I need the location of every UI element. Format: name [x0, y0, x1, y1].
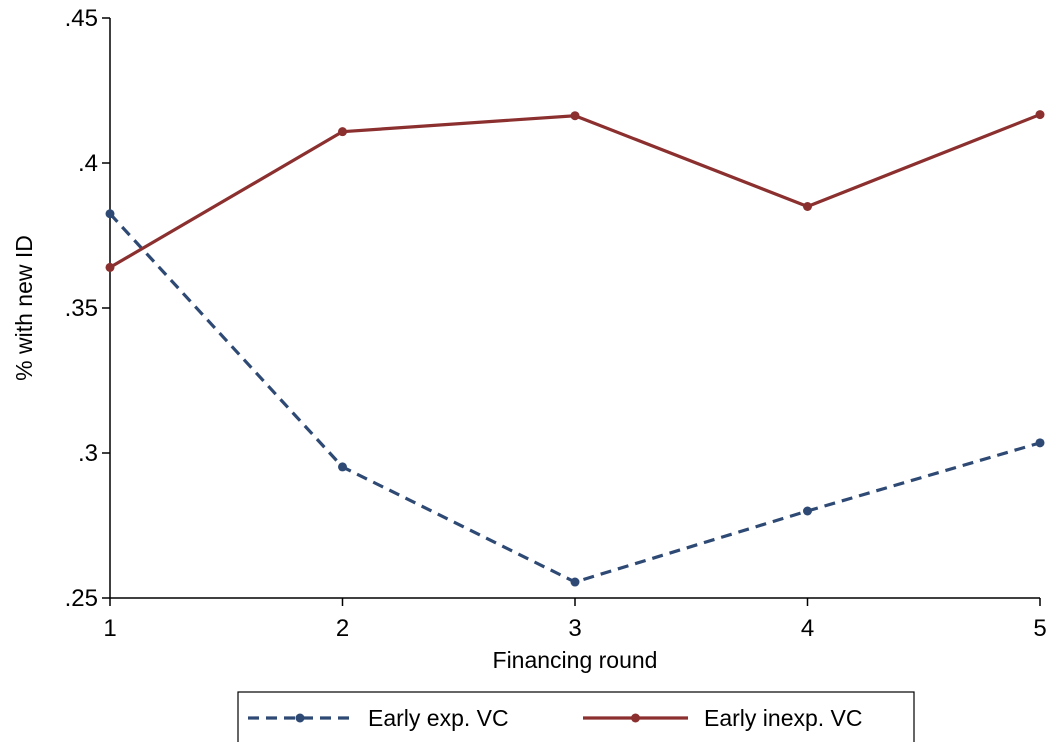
series-1	[105, 209, 1045, 587]
data-point	[105, 209, 115, 219]
data-point	[570, 111, 580, 121]
data-point	[338, 462, 347, 472]
x-axis-title: Financing round	[493, 647, 658, 673]
legend-label: Early inexp. VC	[704, 705, 863, 731]
x-tick-label: 4	[801, 615, 814, 642]
legend-item: Early inexp. VC	[583, 705, 863, 731]
legend-item: Early exp. VC	[248, 705, 509, 731]
legend-box	[237, 691, 915, 742]
y-tick-label: .3	[78, 440, 98, 467]
ticks: .25 .3 .35 .4 .45 1 2 3 4 5	[65, 5, 1047, 642]
legend-items: Early exp. VC Early inexp. VC	[248, 705, 863, 731]
y-tick-label: .25	[65, 585, 98, 612]
x-tick-label: 5	[1033, 615, 1046, 642]
series-line	[108, 212, 1041, 584]
legend: Early exp. VC Early inexp. VC	[237, 691, 915, 742]
legend-label: Early exp. VC	[368, 705, 509, 731]
series	[105, 110, 1045, 587]
legend-swatch-marker	[295, 713, 305, 723]
y-tick-label: .45	[65, 5, 98, 32]
data-point	[570, 577, 580, 587]
x-tick-label: 1	[103, 615, 116, 642]
y-tick-label: .35	[65, 295, 98, 322]
axes	[109, 18, 1040, 599]
data-point	[105, 262, 115, 272]
series-line	[109, 113, 1041, 269]
data-point	[1035, 438, 1045, 448]
y-axis-title: % with new ID	[11, 235, 37, 381]
data-point	[803, 506, 812, 516]
data-point	[803, 202, 812, 211]
x-tick-label: 3	[568, 615, 581, 642]
x-tick-label: 2	[336, 615, 349, 642]
legend-swatch-marker	[631, 713, 640, 723]
data-point	[338, 127, 347, 137]
series-2	[105, 110, 1045, 272]
data-point	[1035, 110, 1045, 120]
y-tick-label: .4	[78, 150, 98, 177]
